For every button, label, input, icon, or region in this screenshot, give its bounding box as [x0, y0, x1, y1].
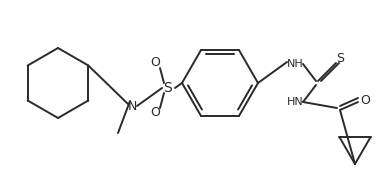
Text: N: N	[127, 100, 137, 112]
Text: O: O	[360, 93, 370, 106]
Text: S: S	[163, 81, 172, 95]
Text: O: O	[150, 106, 160, 119]
Text: S: S	[336, 51, 344, 64]
Text: O: O	[150, 56, 160, 69]
Text: NH: NH	[287, 59, 303, 69]
Text: HN: HN	[287, 97, 303, 107]
